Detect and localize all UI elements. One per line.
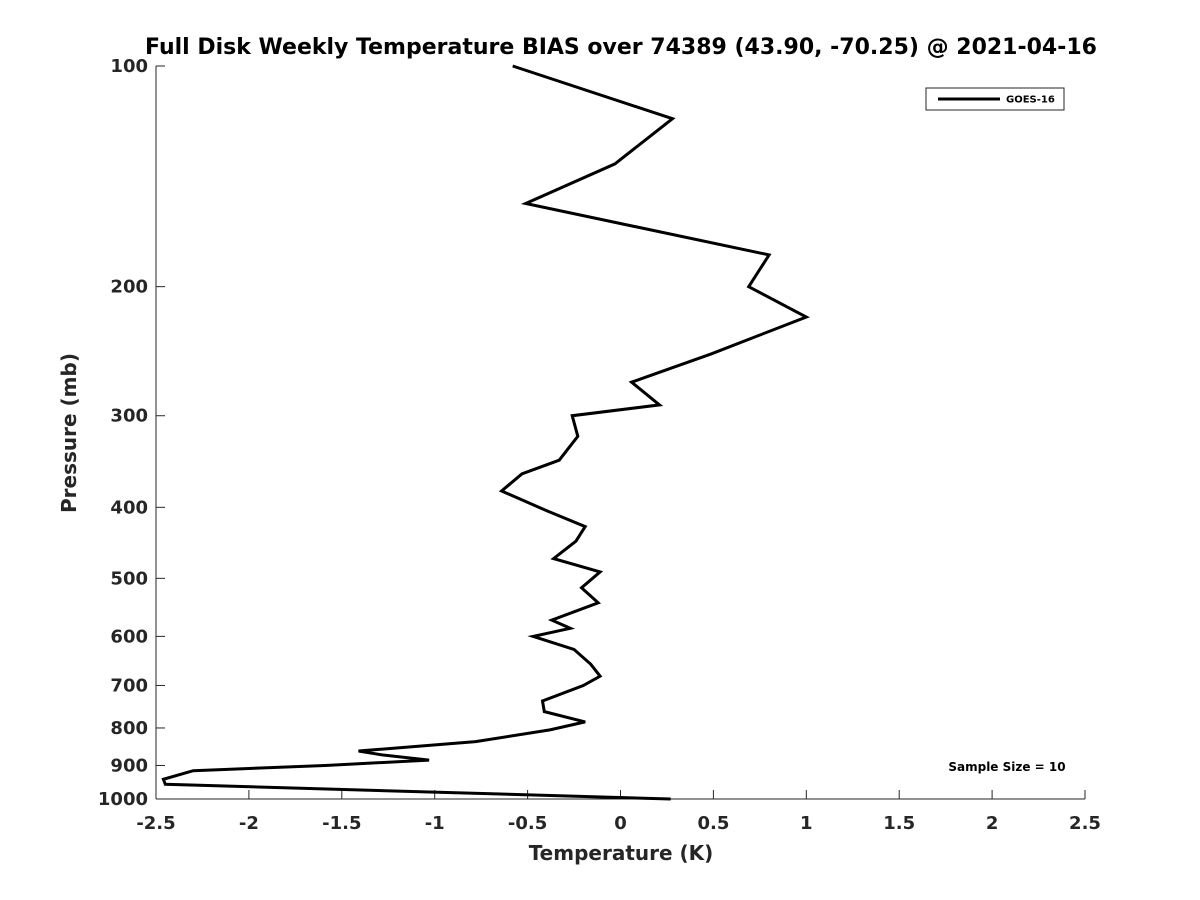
- series-line-goes-16: [161, 64, 810, 801]
- x-tick-label: 2.5: [1069, 813, 1101, 834]
- x-tick-label: -1: [425, 813, 445, 834]
- x-tick-label: 0.5: [697, 813, 729, 834]
- x-tick-label: 2: [986, 813, 999, 834]
- y-tick-label: 600: [110, 626, 148, 647]
- x-axis-ticks: -2.5 -2 -1.5 -1 -0.5 0 0.5 1 1.5 2 2.5: [136, 790, 1101, 834]
- sample-size-annotation: Sample Size = 10: [948, 760, 1065, 774]
- y-tick-label: 300: [110, 406, 148, 427]
- x-tick-label: -2: [239, 813, 259, 834]
- y-tick-label: 500: [110, 568, 148, 589]
- y-tick-label: 700: [110, 675, 148, 696]
- legend: GOES-16: [925, 87, 1065, 111]
- x-tick-label: -0.5: [508, 813, 547, 834]
- x-tick-label: -1.5: [322, 813, 361, 834]
- plot-area: [155, 66, 1085, 800]
- x-axis-label: Temperature (K): [529, 841, 714, 865]
- x-tick-label: -2.5: [136, 813, 175, 834]
- y-tick-label: 1000: [98, 789, 148, 810]
- y-tick-label: 100: [110, 56, 148, 77]
- x-tick-label: 1.5: [883, 813, 915, 834]
- y-axis-label: Pressure (mb): [57, 353, 81, 513]
- y-tick-label: 800: [110, 718, 148, 739]
- x-tick-label: 1: [800, 813, 813, 834]
- y-tick-label: 400: [110, 497, 148, 518]
- x-tick-label: 0: [614, 813, 627, 834]
- y-tick-label: 900: [110, 755, 148, 776]
- y-axis-ticks: 100 200 300 400 500 600 700 800 900 1000: [98, 56, 165, 810]
- y-tick-label: 200: [110, 277, 148, 298]
- chart-title: Full Disk Weekly Temperature BIAS over 7…: [145, 35, 1097, 60]
- legend-label-goes-16: GOES-16: [1006, 95, 1055, 106]
- series-group: [161, 64, 810, 801]
